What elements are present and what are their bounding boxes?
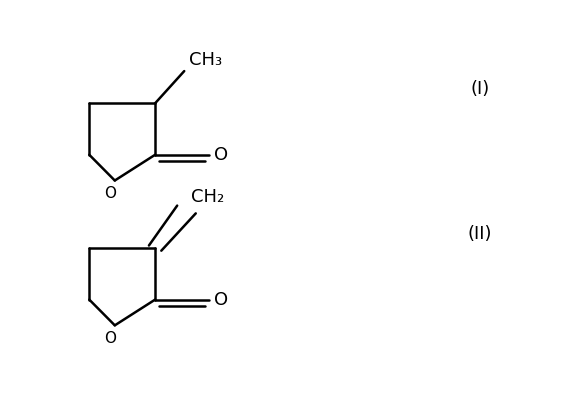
Text: (II): (II) bbox=[468, 224, 492, 242]
Text: O: O bbox=[214, 146, 228, 164]
Text: O: O bbox=[104, 186, 116, 201]
Text: CH₃: CH₃ bbox=[188, 51, 222, 69]
Text: O: O bbox=[214, 291, 228, 308]
Text: (I): (I) bbox=[470, 80, 490, 98]
Text: O: O bbox=[104, 331, 116, 346]
Text: CH₂: CH₂ bbox=[191, 188, 224, 206]
